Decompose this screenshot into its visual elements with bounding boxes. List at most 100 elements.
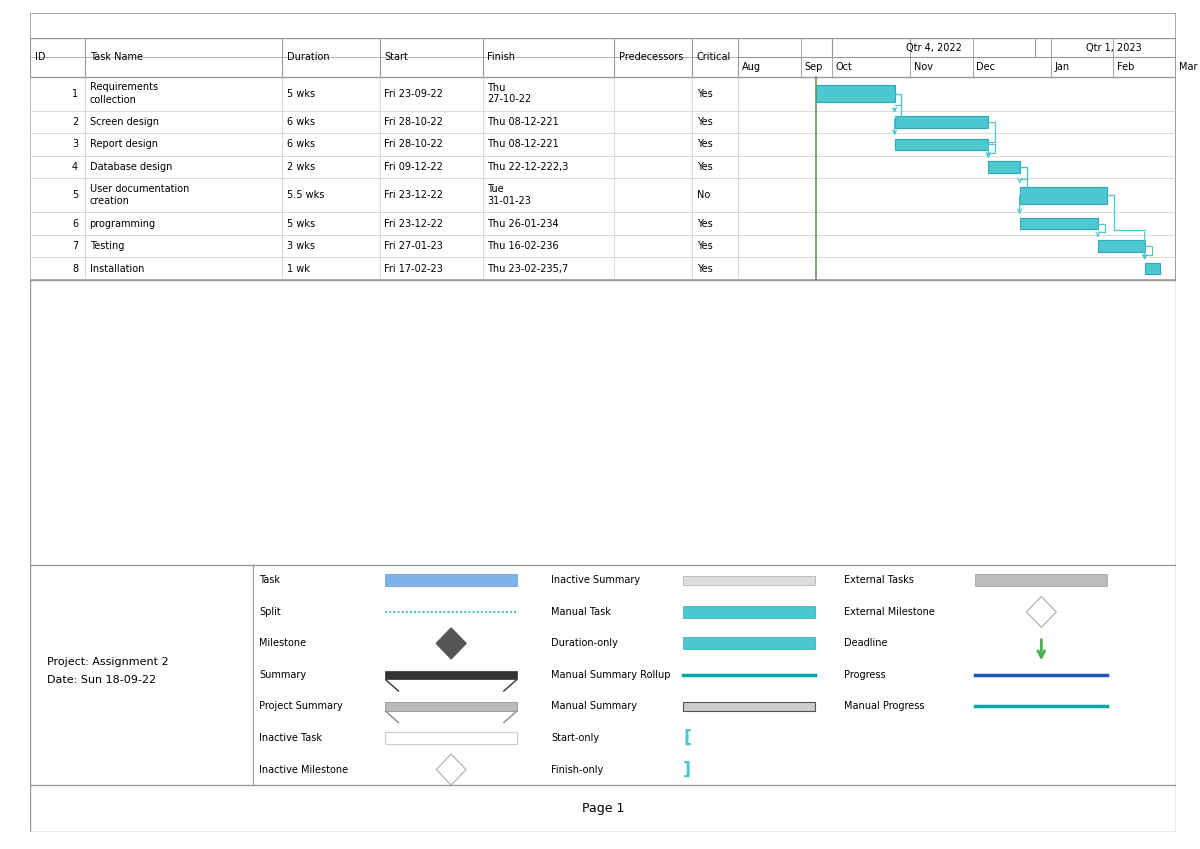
Polygon shape bbox=[437, 628, 466, 659]
Text: Finish-only: Finish-only bbox=[552, 765, 604, 774]
Polygon shape bbox=[385, 711, 400, 723]
Text: 1 wk: 1 wk bbox=[287, 264, 310, 273]
FancyBboxPatch shape bbox=[894, 139, 989, 150]
Text: Task Name: Task Name bbox=[90, 53, 143, 62]
Text: Fri 27-01-23: Fri 27-01-23 bbox=[384, 241, 443, 251]
FancyBboxPatch shape bbox=[385, 732, 517, 744]
Text: Yes: Yes bbox=[697, 264, 713, 273]
Text: Testing: Testing bbox=[90, 241, 124, 251]
Text: Fri 23-12-22: Fri 23-12-22 bbox=[384, 218, 443, 228]
Text: External Milestone: External Milestone bbox=[844, 607, 935, 617]
Polygon shape bbox=[437, 754, 466, 785]
Text: Fri 23-09-22: Fri 23-09-22 bbox=[384, 88, 443, 98]
Text: Sep: Sep bbox=[804, 62, 822, 72]
Text: Inactive Task: Inactive Task bbox=[259, 733, 323, 743]
Text: Nov: Nov bbox=[913, 62, 932, 72]
Polygon shape bbox=[385, 679, 400, 691]
Polygon shape bbox=[1026, 597, 1056, 627]
Text: Inactive Summary: Inactive Summary bbox=[552, 576, 641, 585]
FancyBboxPatch shape bbox=[30, 785, 1176, 832]
Text: 5 wks: 5 wks bbox=[287, 218, 314, 228]
Text: Report design: Report design bbox=[90, 139, 157, 149]
Text: 2 wks: 2 wks bbox=[287, 162, 314, 172]
Text: Feb: Feb bbox=[1117, 62, 1134, 72]
Text: Fri 28-10-22: Fri 28-10-22 bbox=[384, 117, 443, 127]
FancyBboxPatch shape bbox=[816, 85, 894, 102]
Text: Task: Task bbox=[259, 576, 281, 585]
Text: Manual Summary: Manual Summary bbox=[552, 701, 637, 711]
Polygon shape bbox=[503, 679, 517, 691]
FancyBboxPatch shape bbox=[1020, 218, 1098, 229]
FancyBboxPatch shape bbox=[683, 702, 815, 711]
Text: User documentation
creation: User documentation creation bbox=[90, 184, 188, 206]
Text: Fri 09-12-22: Fri 09-12-22 bbox=[384, 162, 443, 172]
FancyBboxPatch shape bbox=[683, 606, 815, 618]
Text: Mar: Mar bbox=[1180, 62, 1198, 72]
Text: Yes: Yes bbox=[697, 139, 713, 149]
Text: 1: 1 bbox=[72, 88, 78, 98]
Text: Yes: Yes bbox=[697, 162, 713, 172]
Text: Predecessors: Predecessors bbox=[619, 53, 684, 62]
Text: Manual Summary Rollup: Manual Summary Rollup bbox=[552, 670, 671, 680]
Text: Summary: Summary bbox=[259, 670, 306, 680]
Text: Manual Progress: Manual Progress bbox=[844, 701, 924, 711]
FancyBboxPatch shape bbox=[385, 574, 517, 587]
Text: Finish: Finish bbox=[487, 53, 515, 62]
Text: 3 wks: 3 wks bbox=[287, 241, 314, 251]
Text: Thu
27-10-22: Thu 27-10-22 bbox=[487, 83, 532, 104]
FancyBboxPatch shape bbox=[683, 576, 815, 585]
Text: Thu 23-02-235,7: Thu 23-02-235,7 bbox=[487, 264, 569, 273]
Text: Installation: Installation bbox=[90, 264, 144, 273]
Text: Qtr 4, 2022: Qtr 4, 2022 bbox=[906, 42, 961, 53]
Text: Aug: Aug bbox=[742, 62, 761, 72]
Text: Yes: Yes bbox=[697, 241, 713, 251]
Text: 6 wks: 6 wks bbox=[287, 139, 314, 149]
Text: Milestone: Milestone bbox=[259, 638, 306, 649]
Text: Fri 28-10-22: Fri 28-10-22 bbox=[384, 139, 443, 149]
Text: Project Summary: Project Summary bbox=[259, 701, 343, 711]
Text: Yes: Yes bbox=[697, 117, 713, 127]
Text: Project: Assignment 2
Date: Sun 18-09-22: Project: Assignment 2 Date: Sun 18-09-22 bbox=[47, 656, 169, 684]
Text: Page 1: Page 1 bbox=[582, 802, 624, 815]
Text: Requirements
collection: Requirements collection bbox=[90, 82, 157, 105]
Text: 5: 5 bbox=[72, 190, 78, 200]
Text: Fri 17-02-23: Fri 17-02-23 bbox=[384, 264, 443, 273]
Text: 8: 8 bbox=[72, 264, 78, 273]
Text: Thu 22-12-222,3: Thu 22-12-222,3 bbox=[487, 162, 569, 172]
FancyBboxPatch shape bbox=[894, 116, 989, 127]
FancyBboxPatch shape bbox=[1020, 187, 1106, 204]
Text: 7: 7 bbox=[72, 241, 78, 251]
Text: Start-only: Start-only bbox=[552, 733, 600, 743]
Text: Thu 16-02-236: Thu 16-02-236 bbox=[487, 241, 559, 251]
Text: 5.5 wks: 5.5 wks bbox=[287, 190, 324, 200]
Polygon shape bbox=[503, 711, 517, 723]
Text: Split: Split bbox=[259, 607, 281, 617]
Text: Qtr 1, 2023: Qtr 1, 2023 bbox=[1086, 42, 1141, 53]
FancyBboxPatch shape bbox=[385, 702, 517, 711]
Text: No: No bbox=[697, 190, 710, 200]
Text: 4: 4 bbox=[72, 162, 78, 172]
FancyBboxPatch shape bbox=[989, 161, 1020, 172]
Text: Thu 26-01-234: Thu 26-01-234 bbox=[487, 218, 559, 228]
Text: Critical: Critical bbox=[697, 53, 731, 62]
Text: Yes: Yes bbox=[697, 218, 713, 228]
Text: Fri 23-12-22: Fri 23-12-22 bbox=[384, 190, 443, 200]
Text: Deadline: Deadline bbox=[844, 638, 887, 649]
Text: Thu 08-12-221: Thu 08-12-221 bbox=[487, 139, 559, 149]
Text: Tue
31-01-23: Tue 31-01-23 bbox=[487, 184, 532, 206]
Text: Dec: Dec bbox=[976, 62, 995, 72]
Text: 2: 2 bbox=[72, 117, 78, 127]
Text: Thu 08-12-221: Thu 08-12-221 bbox=[487, 117, 559, 127]
Text: Inactive Milestone: Inactive Milestone bbox=[259, 765, 348, 774]
Text: Oct: Oct bbox=[835, 62, 852, 72]
Text: External Tasks: External Tasks bbox=[844, 576, 913, 585]
Text: Jan: Jan bbox=[1055, 62, 1069, 72]
Text: Start: Start bbox=[384, 53, 408, 62]
FancyBboxPatch shape bbox=[30, 13, 1176, 832]
Text: programming: programming bbox=[90, 218, 156, 228]
FancyBboxPatch shape bbox=[1145, 263, 1160, 274]
Text: 3: 3 bbox=[72, 139, 78, 149]
Text: Duration-only: Duration-only bbox=[552, 638, 618, 649]
FancyBboxPatch shape bbox=[683, 638, 815, 649]
FancyBboxPatch shape bbox=[976, 574, 1108, 587]
